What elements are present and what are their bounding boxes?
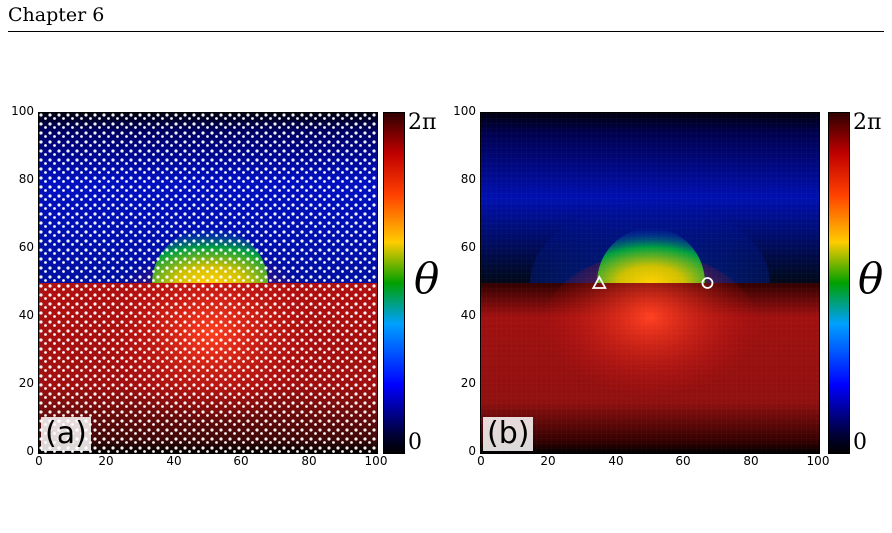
defect-marker-triangle	[591, 275, 607, 289]
ytick-b-0: 0	[468, 444, 476, 458]
particle-texture	[39, 113, 377, 453]
grid-texture	[481, 113, 819, 453]
chapter-header: Chapter 6	[8, 4, 105, 26]
colorbar-b	[828, 112, 850, 454]
panel-label-a: (a)	[41, 417, 91, 451]
ytick-a-40: 40	[18, 308, 34, 322]
ytick-b-80: 80	[460, 172, 476, 186]
xtick-b-100: 100	[806, 454, 830, 468]
xtick-b-80: 80	[743, 454, 759, 468]
xtick-b-60: 60	[675, 454, 691, 468]
panel-label-b: (b)	[483, 417, 534, 451]
xtick-a-100: 100	[364, 454, 388, 468]
colorbar-b-symbol: θ	[858, 254, 884, 303]
plot-b-svg	[481, 113, 819, 453]
colorbar-b-top-label: 2π	[853, 110, 882, 135]
xtick-b-20: 20	[540, 454, 556, 468]
xtick-a-0: 0	[35, 454, 43, 468]
ytick-b-100: 100	[453, 104, 476, 118]
xtick-b-0: 0	[477, 454, 485, 468]
colorbar-a-top-label: 2π	[408, 110, 437, 135]
ytick-a-100: 100	[11, 104, 34, 118]
defect-marker-circle	[701, 277, 714, 289]
plot-b: (b)	[480, 112, 820, 454]
xtick-a-20: 20	[98, 454, 114, 468]
ytick-a-0: 0	[26, 444, 34, 458]
xtick-a-60: 60	[233, 454, 249, 468]
defect-markers	[591, 275, 714, 289]
plot-a-svg	[39, 113, 377, 453]
xtick-a-40: 40	[166, 454, 182, 468]
ytick-a-60: 60	[18, 240, 34, 254]
header-rule	[8, 31, 884, 32]
ytick-b-40: 40	[460, 308, 476, 322]
xtick-b-40: 40	[608, 454, 624, 468]
colorbar-a	[383, 112, 405, 454]
colorbar-b-bottom-label: 0	[853, 430, 867, 455]
xtick-a-80: 80	[301, 454, 317, 468]
ytick-a-80: 80	[18, 172, 34, 186]
ytick-a-20: 20	[18, 376, 34, 390]
colorbar-a-symbol: θ	[414, 254, 440, 303]
ytick-b-20: 20	[460, 376, 476, 390]
plot-a: (a)	[38, 112, 378, 454]
ytick-b-60: 60	[460, 240, 476, 254]
colorbar-a-bottom-label: 0	[408, 430, 422, 455]
